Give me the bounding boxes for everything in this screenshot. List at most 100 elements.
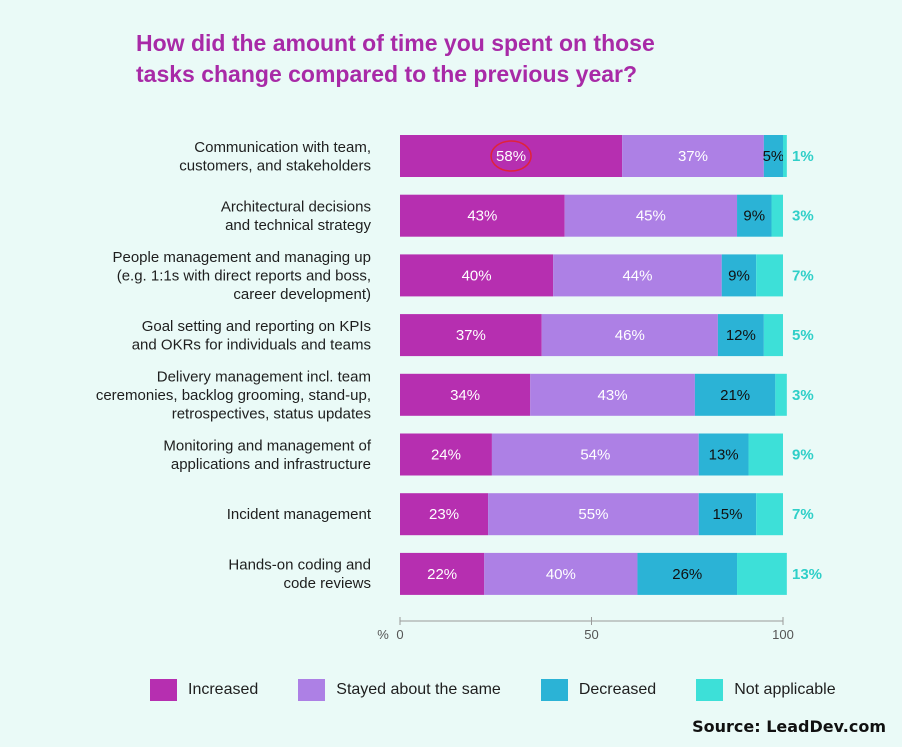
category-label: and OKRs for individuals and teams (132, 336, 371, 353)
bar-segment (698, 433, 749, 476)
bar-segment (541, 314, 718, 357)
data-label: 12% (726, 327, 756, 344)
data-label: 22% (427, 566, 457, 583)
legend-label-not-applicable: Not applicable (734, 681, 836, 698)
bar-segment (721, 254, 757, 297)
bar-segment (488, 493, 699, 536)
category-label: ceremonies, backlog grooming, stand-up, (96, 387, 371, 404)
category-label: Hands-on coding and (228, 557, 371, 574)
bar-segment (491, 433, 699, 476)
highlight-circle (490, 140, 532, 172)
category-label: (e.g. 1:1s with direct reports and boss, (117, 267, 371, 284)
data-label-outside: 3% (792, 208, 814, 225)
bar-segment (484, 552, 638, 595)
data-label: 44% (622, 267, 652, 284)
bar-segment (400, 135, 623, 177)
data-label: 37% (456, 327, 486, 344)
category-label: People management and managing up (112, 249, 371, 266)
category-label: Incident management (227, 506, 372, 523)
data-label: 37% (678, 148, 708, 165)
chart-title-line-1: How did the amount of time you spent on … (136, 30, 655, 56)
bar-segment (553, 254, 722, 297)
category-label: Monitoring and management of (163, 437, 371, 454)
data-label: 13% (709, 447, 739, 464)
data-label: 15% (712, 506, 742, 523)
data-label-outside: 13% (792, 566, 822, 583)
data-label-outside: 7% (792, 267, 814, 284)
legend-item-stayed-same: Stayed about the same (298, 679, 501, 701)
data-label: 58% (496, 148, 526, 165)
bar-segment (400, 254, 554, 297)
data-label: 24% (431, 447, 461, 464)
data-label: 26% (672, 566, 702, 583)
bar-segment (737, 552, 787, 595)
bar-segment (400, 552, 485, 595)
category-label: career development) (233, 286, 371, 303)
data-label: 46% (615, 327, 645, 344)
bar-segment (737, 194, 772, 237)
source-credit: Source: LeadDev.com (692, 717, 886, 736)
legend-item-decreased: Decreased (540, 679, 657, 701)
category-label: customers, and stakeholders (179, 157, 371, 174)
legend-item-not-applicable: Not applicable (696, 679, 836, 701)
bar-segment (748, 433, 783, 476)
bar-segment (783, 135, 787, 177)
bar-segment (530, 373, 695, 416)
legend-swatch-not-applicable (696, 679, 724, 701)
bar-segment (400, 314, 542, 357)
bar-segment (763, 135, 783, 177)
x-tick-label: 0 (396, 627, 403, 642)
bar-segment (400, 373, 531, 416)
bar-segment (564, 194, 738, 237)
category-label: code reviews (283, 575, 371, 592)
chart-title: How did the amount of time you spent on … (136, 28, 776, 90)
x-tick-label: 100 (772, 627, 794, 642)
bar-segment (717, 314, 764, 357)
legend-swatch-decreased (540, 679, 568, 701)
data-label: 21% (720, 387, 750, 404)
data-label-outside: 5% (792, 327, 814, 344)
data-label: 55% (578, 506, 608, 523)
data-label-outside: 7% (792, 506, 814, 523)
category-label: Communication with team, (194, 139, 371, 156)
stacked-bar-chart: Communication with team,customers, and s… (96, 135, 822, 642)
category-label: and technical strategy (225, 217, 371, 234)
data-label: 34% (450, 387, 480, 404)
data-label-outside: 3% (792, 387, 814, 404)
bar-segment (400, 493, 489, 536)
category-label: applications and infrastructure (171, 456, 371, 473)
legend-label-decreased: Decreased (578, 681, 657, 698)
data-label: 40% (462, 267, 492, 284)
x-axis-label: % (377, 627, 389, 642)
data-label: 54% (580, 447, 610, 464)
bar-segment (400, 433, 492, 476)
bar-segment (694, 373, 776, 416)
chart-title-line-2: tasks change compared to the previous ye… (136, 61, 638, 87)
legend-swatch-stayed-same (298, 679, 326, 701)
bar-segment (622, 135, 764, 177)
bar-segment (775, 373, 787, 416)
legend-label-stayed-same: Stayed about the same (336, 681, 501, 698)
bar-segment (771, 194, 783, 237)
legend-item-increased: Increased (150, 679, 258, 701)
bar-segment (698, 493, 757, 536)
data-label-outside: 9% (792, 447, 814, 464)
category-label: Goal setting and reporting on KPIs (142, 318, 371, 335)
category-label: Architectural decisions (221, 198, 371, 215)
data-label-outside: 1% (792, 148, 814, 165)
data-label: 43% (467, 208, 497, 225)
data-label: 9% (728, 267, 750, 284)
legend: Increased Stayed about the same Decrease… (150, 679, 836, 701)
data-label: 23% (429, 506, 459, 523)
data-label: 9% (743, 208, 765, 225)
category-label: Delivery management incl. team (157, 368, 371, 385)
category-label: retrospectives, status updates (172, 405, 371, 422)
bar-segment (763, 314, 783, 357)
data-label: 43% (598, 387, 628, 404)
data-label: 45% (636, 208, 666, 225)
legend-swatch-increased (150, 679, 177, 701)
bar-segment (756, 493, 783, 536)
legend-label-increased: Increased (188, 681, 259, 698)
bar-segment (400, 194, 565, 237)
bar-segment (756, 254, 783, 297)
